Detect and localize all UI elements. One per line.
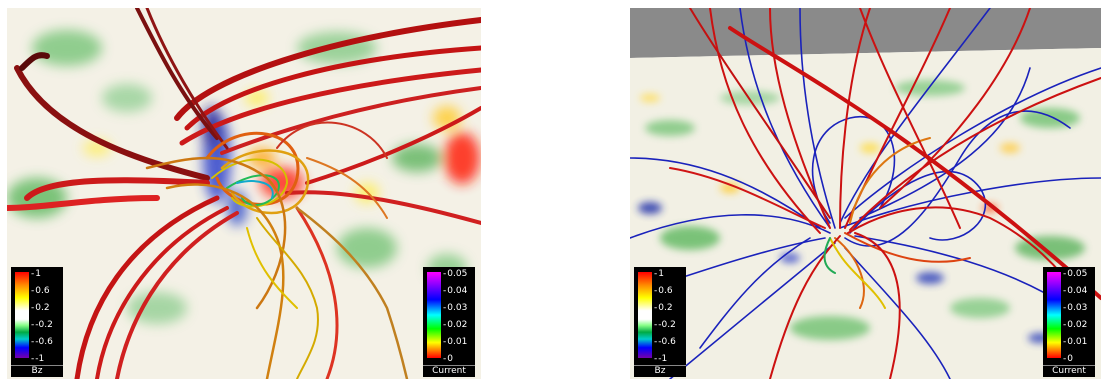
bz-tick: 1 — [654, 270, 664, 279]
left-current-colorbar: 0.05 0.04 0.03 0.02 0.01 0 Current — [423, 267, 475, 377]
bz-tick: 0.2 — [654, 304, 672, 313]
bz-tick: 0.2 — [31, 304, 49, 313]
bz-tick: 1 — [31, 270, 41, 279]
current-tick: 0.05 — [443, 270, 467, 279]
left-visualization-panel: 1 0.6 0.2 -0.2 -0.6 -1 Bz 0.05 0.04 0.03… — [7, 8, 481, 379]
right-visualization-panel: 1 0.6 0.2 -0.2 -0.6 -1 Bz 0.05 0.04 0.03… — [630, 8, 1101, 379]
bz-colorbar-label: Bz — [634, 365, 686, 376]
bz-tick: -0.6 — [654, 338, 676, 347]
current-tick: 0.04 — [1063, 287, 1087, 296]
current-tick: 0 — [1063, 355, 1073, 364]
current-tick: 0 — [443, 355, 453, 364]
current-tick: 0.03 — [1063, 304, 1087, 313]
bz-tick: 0.6 — [31, 287, 49, 296]
current-tick: 0.02 — [1063, 321, 1087, 330]
bz-tick: 0.6 — [654, 287, 672, 296]
current-tick: 0.01 — [1063, 338, 1087, 347]
bz-tick: -1 — [31, 355, 44, 364]
right-current-colorbar: 0.05 0.04 0.03 0.02 0.01 0 Current — [1043, 267, 1095, 377]
bz-tick: -1 — [654, 355, 667, 364]
bz-tick: -0.2 — [31, 321, 53, 330]
current-tick: 0.02 — [443, 321, 467, 330]
bz-color-gradient — [15, 272, 29, 358]
left-magnetic-field-render — [7, 8, 481, 379]
current-tick: 0.01 — [443, 338, 467, 347]
current-tick: 0.04 — [443, 287, 467, 296]
bz-tick: -0.6 — [31, 338, 53, 347]
bz-tick: -0.2 — [654, 321, 676, 330]
left-bz-colorbar: 1 0.6 0.2 -0.2 -0.6 -1 Bz — [11, 267, 63, 377]
current-colorbar-label: Current — [423, 365, 475, 376]
bz-color-gradient — [638, 272, 652, 358]
current-colorbar-label: Current — [1043, 365, 1095, 376]
current-tick: 0.05 — [1063, 270, 1087, 279]
right-magnetic-field-render — [630, 8, 1101, 379]
bz-colorbar-label: Bz — [11, 365, 63, 376]
current-tick: 0.03 — [443, 304, 467, 313]
current-color-gradient — [1047, 272, 1061, 358]
current-color-gradient — [427, 272, 441, 358]
right-bz-colorbar: 1 0.6 0.2 -0.2 -0.6 -1 Bz — [634, 267, 686, 377]
